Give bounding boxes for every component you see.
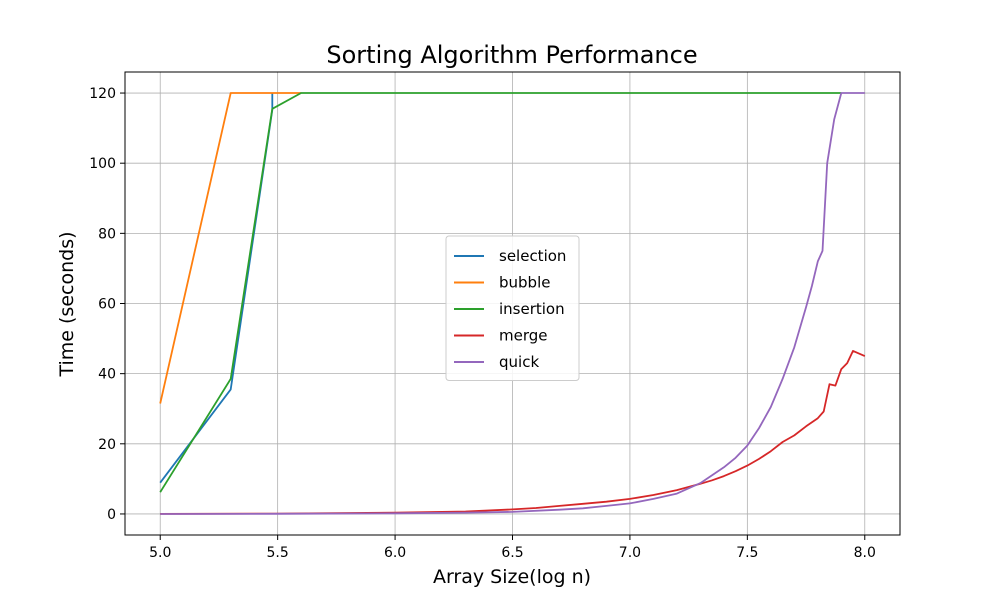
x-tick-label: 7.0: [619, 545, 641, 561]
series-lines: [159, 92, 866, 515]
chart-title: Sorting Algorithm Performance: [326, 41, 697, 69]
y-tick-label: 20: [98, 437, 116, 453]
axis-ticks: 5.0 5.5 6.0 6.5 7.0 7.5 8.0 0 20 40 60 80 100 120: [89, 86, 876, 561]
y-tick-label: 60: [98, 297, 116, 313]
series-line-quick: [160, 92, 865, 515]
legend-label-bubble: bubble: [499, 274, 550, 292]
series-line-bubble: [159, 92, 302, 404]
x-axis-title: Array Size(log n): [433, 566, 591, 588]
x-tick-label: 8.0: [854, 545, 876, 561]
y-tick-label: 80: [98, 226, 116, 242]
y-tick-label: 40: [98, 367, 116, 383]
y-axis-title: Time (seconds): [56, 231, 78, 377]
series-line-merge: [160, 349, 866, 515]
y-tick-label: 0: [107, 507, 116, 523]
legend-label-insertion: insertion: [499, 300, 565, 318]
series-line-insertion: [159, 92, 842, 493]
x-tick-label: 7.5: [736, 545, 758, 561]
x-tick-label: 6.0: [384, 545, 406, 561]
x-tick-label: 5.0: [149, 545, 171, 561]
x-tick-label: 5.5: [267, 545, 289, 561]
legend-label-merge: merge: [499, 327, 548, 345]
y-tick-label: 120: [89, 86, 116, 102]
y-tick-label: 100: [89, 156, 116, 172]
legend-label-quick: quick: [499, 353, 539, 371]
legend-label-selection: selection: [499, 247, 566, 265]
x-tick-label: 6.5: [501, 545, 523, 561]
legend-box: [445, 235, 580, 381]
legend: selection bubble insertion merge quick: [445, 235, 580, 381]
